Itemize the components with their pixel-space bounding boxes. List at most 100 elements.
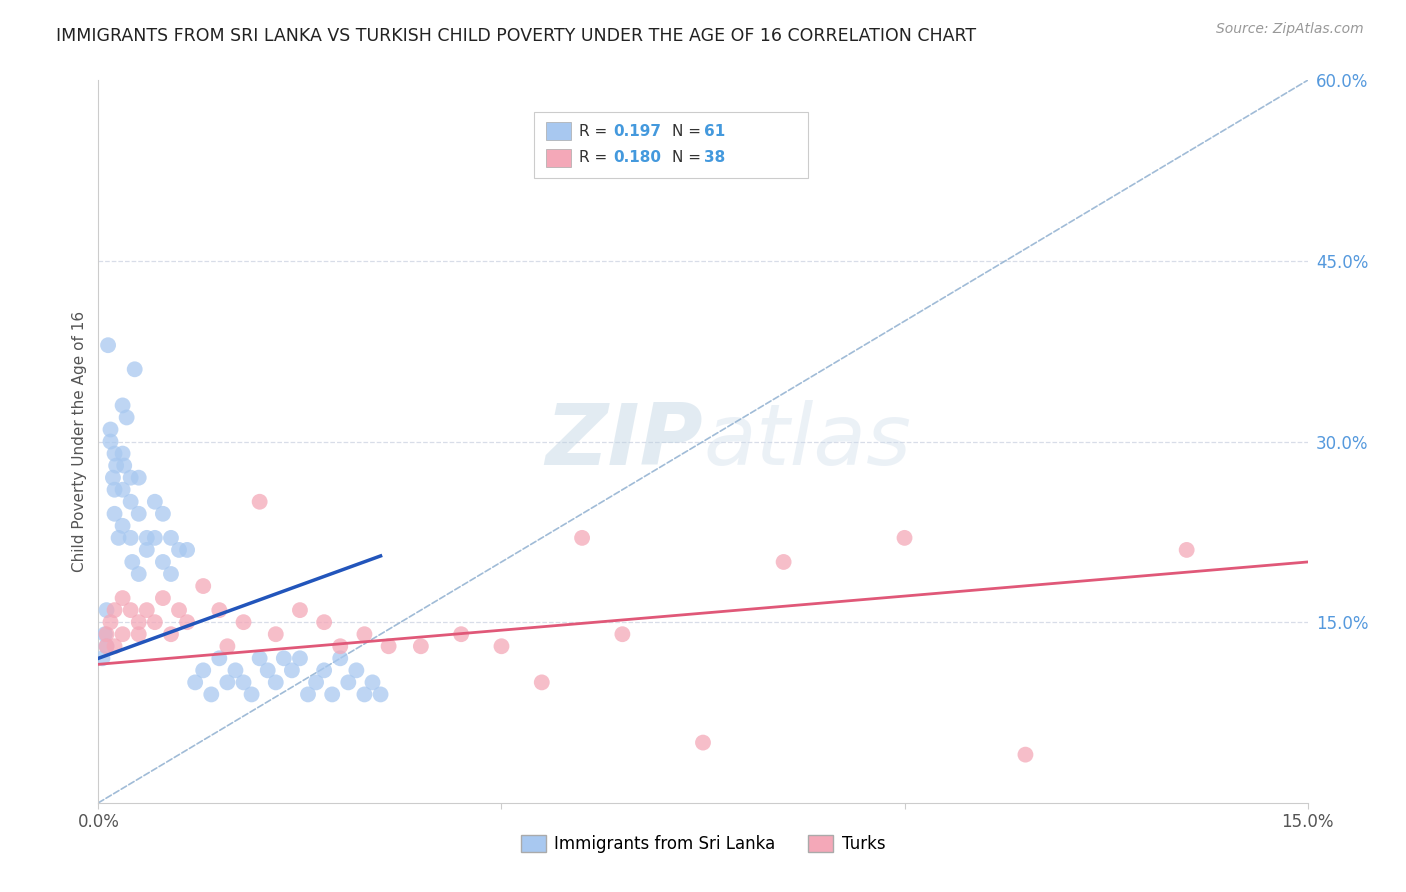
- Text: N =: N =: [672, 151, 706, 165]
- Point: [124, 362, 146, 376]
- Point: [167, 542, 190, 557]
- Text: R =: R =: [579, 151, 613, 165]
- Point: [288, 651, 311, 665]
- Point: [281, 664, 304, 678]
- Point: [571, 531, 593, 545]
- Point: [91, 651, 114, 665]
- Point: [96, 639, 118, 653]
- Point: [249, 494, 271, 508]
- Point: [249, 651, 271, 665]
- Point: [361, 675, 384, 690]
- Point: [111, 518, 134, 533]
- Point: [232, 615, 254, 630]
- Point: [120, 603, 142, 617]
- Point: [103, 639, 125, 653]
- Point: [128, 567, 150, 582]
- Point: [329, 639, 352, 653]
- Point: [314, 664, 336, 678]
- Point: [96, 639, 118, 653]
- Point: [612, 627, 634, 641]
- Point: [120, 531, 142, 545]
- Point: [305, 675, 328, 690]
- Point: [314, 615, 336, 630]
- Point: [1014, 747, 1036, 762]
- Point: [135, 531, 157, 545]
- Text: R =: R =: [579, 124, 613, 138]
- Point: [329, 651, 352, 665]
- Point: [208, 651, 231, 665]
- Point: [160, 531, 183, 545]
- Point: [217, 675, 239, 690]
- Text: 0.180: 0.180: [613, 151, 661, 165]
- Point: [111, 627, 134, 641]
- Point: [135, 542, 157, 557]
- Point: [193, 579, 215, 593]
- Point: [128, 615, 150, 630]
- Point: [152, 555, 174, 569]
- Point: [100, 615, 122, 630]
- Point: [100, 422, 122, 436]
- Point: [152, 591, 174, 605]
- Text: N =: N =: [672, 124, 706, 138]
- Point: [143, 494, 166, 508]
- Point: [256, 664, 278, 678]
- Point: [94, 627, 117, 641]
- Point: [103, 483, 125, 497]
- Point: [1175, 542, 1198, 557]
- Point: [200, 687, 222, 701]
- Point: [224, 664, 246, 678]
- Point: [135, 603, 157, 617]
- Point: [120, 470, 142, 484]
- Text: 61: 61: [704, 124, 725, 138]
- Point: [128, 470, 150, 484]
- Point: [530, 675, 553, 690]
- Point: [160, 627, 183, 641]
- Text: 0.197: 0.197: [613, 124, 661, 138]
- Point: [167, 603, 190, 617]
- Point: [101, 470, 124, 484]
- Text: IMMIGRANTS FROM SRI LANKA VS TURKISH CHILD POVERTY UNDER THE AGE OF 16 CORRELATI: IMMIGRANTS FROM SRI LANKA VS TURKISH CHI…: [56, 27, 976, 45]
- Point: [128, 507, 150, 521]
- Point: [321, 687, 343, 701]
- Point: [208, 603, 231, 617]
- Point: [111, 483, 134, 497]
- Legend: Immigrants from Sri Lanka, Turks: Immigrants from Sri Lanka, Turks: [515, 828, 891, 860]
- Point: [111, 398, 134, 412]
- Point: [353, 627, 375, 641]
- Point: [450, 627, 472, 641]
- Text: 38: 38: [704, 151, 725, 165]
- Point: [288, 603, 311, 617]
- Point: [107, 531, 129, 545]
- Point: [344, 664, 367, 678]
- Point: [240, 687, 263, 701]
- Point: [143, 615, 166, 630]
- Point: [409, 639, 432, 653]
- Point: [112, 458, 135, 473]
- Point: [217, 639, 239, 653]
- Point: [353, 687, 375, 701]
- Point: [152, 507, 174, 521]
- Point: [491, 639, 513, 653]
- Point: [297, 687, 319, 701]
- Point: [264, 627, 287, 641]
- Point: [692, 735, 714, 749]
- Point: [143, 531, 166, 545]
- Point: [273, 651, 295, 665]
- Point: [105, 458, 128, 473]
- Text: atlas: atlas: [703, 400, 911, 483]
- Point: [176, 615, 198, 630]
- Text: Source: ZipAtlas.com: Source: ZipAtlas.com: [1216, 22, 1364, 37]
- Point: [100, 434, 122, 449]
- Y-axis label: Child Poverty Under the Age of 16: Child Poverty Under the Age of 16: [72, 311, 87, 572]
- Point: [120, 494, 142, 508]
- Text: ZIP: ZIP: [546, 400, 703, 483]
- Point: [184, 675, 207, 690]
- Point: [264, 675, 287, 690]
- Point: [176, 542, 198, 557]
- Point: [160, 567, 183, 582]
- Point: [893, 531, 915, 545]
- Point: [115, 410, 138, 425]
- Point: [377, 639, 399, 653]
- Point: [370, 687, 392, 701]
- Point: [193, 664, 215, 678]
